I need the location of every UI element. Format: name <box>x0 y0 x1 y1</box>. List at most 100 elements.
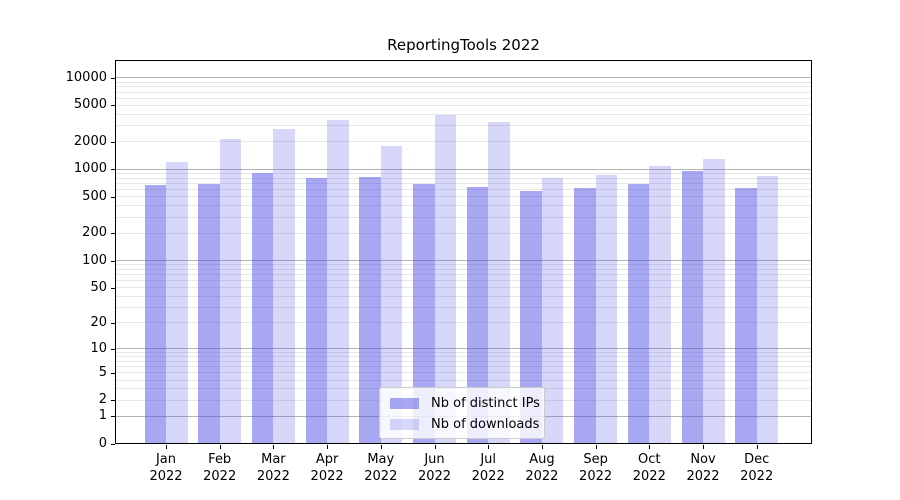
gridline-minor <box>115 360 812 362</box>
bar-downloads <box>166 162 188 444</box>
bar-downloads <box>434 115 456 444</box>
legend-swatch-icon <box>390 398 419 409</box>
gridline-minor <box>115 205 812 207</box>
bar-distinct-ips <box>466 187 489 444</box>
bar-downloads <box>327 119 349 444</box>
y-tick-mark <box>111 287 115 289</box>
x-tick-label: Jan 2022 <box>149 452 183 484</box>
gridline-minor <box>115 189 812 191</box>
legend-swatch-icon <box>390 419 419 430</box>
y-tick-mark <box>111 372 115 374</box>
y-tick-label: 5 <box>98 364 107 380</box>
gridline-minor <box>115 81 812 83</box>
gridline-minor <box>115 141 812 143</box>
bar-distinct-ips <box>413 183 435 444</box>
gridline-minor <box>115 379 812 381</box>
legend-item: Nb of distinct IPs <box>390 395 540 412</box>
x-tick-mark <box>488 445 490 449</box>
bar-distinct-ips <box>574 187 596 444</box>
x-tick-mark <box>649 445 651 449</box>
gridline-minor <box>115 91 812 93</box>
x-tick-label: Aug 2022 <box>525 452 559 484</box>
gridline-minor <box>115 351 812 353</box>
y-tick-label: 1 <box>98 408 107 424</box>
gridline-minor <box>115 322 812 324</box>
x-tick-label: Oct 2022 <box>632 452 666 484</box>
gridline-minor <box>115 177 812 179</box>
gridline-minor <box>115 97 812 99</box>
gridline-minor <box>115 356 812 358</box>
gridline-minor <box>115 274 812 276</box>
x-tick-mark <box>166 445 167 449</box>
x-tick-label: Apr 2022 <box>310 452 344 484</box>
legend-item: Nb of downloads <box>390 416 539 433</box>
y-tick-label: 10 <box>90 340 107 356</box>
x-tick-label: Feb 2022 <box>203 452 237 484</box>
gridline-minor <box>115 264 812 266</box>
gridline-minor <box>115 125 812 127</box>
y-tick-label: 0 <box>98 436 107 451</box>
gridline-minor <box>115 173 812 175</box>
bar-distinct-ips <box>681 171 703 444</box>
gridline-minor <box>115 295 812 297</box>
x-tick-label: Dec 2022 <box>740 452 774 484</box>
bars-layer <box>115 60 812 444</box>
gridline-minor <box>115 287 812 289</box>
bar-downloads <box>703 159 725 444</box>
bar-downloads <box>273 128 295 444</box>
gridline-minor <box>115 113 812 115</box>
gridline-minor <box>115 196 812 198</box>
x-tick-label: Nov 2022 <box>686 452 720 484</box>
bar-downloads <box>595 174 618 444</box>
gridline-minor <box>115 307 812 308</box>
x-tick-label: Mar 2022 <box>256 452 290 484</box>
x-tick-mark <box>756 445 758 449</box>
bar-distinct-ips <box>198 183 220 444</box>
bar-downloads <box>488 121 510 444</box>
y-tick-mark <box>111 105 115 107</box>
gridline-minor <box>115 280 812 282</box>
y-tick-label: 20 <box>90 314 107 330</box>
y-tick-mark <box>111 322 115 324</box>
gridline-minor <box>115 183 812 185</box>
y-tick-label: 200 <box>82 225 107 241</box>
legend-label: Nb of distinct IPs <box>431 396 540 411</box>
gridline-minor <box>115 104 812 106</box>
y-tick-mark <box>111 169 115 171</box>
y-tick-label: 10000 <box>65 69 107 85</box>
gridline-major <box>115 260 812 262</box>
bar-distinct-ips <box>359 177 381 444</box>
bar-downloads <box>541 178 564 444</box>
x-tick-mark <box>219 445 221 449</box>
x-tick-mark <box>273 445 275 449</box>
bar-downloads <box>219 139 242 444</box>
x-tick-mark <box>703 445 704 449</box>
y-tick-label: 1000 <box>73 161 107 177</box>
bar-distinct-ips <box>735 187 757 444</box>
y-tick-mark <box>111 348 115 350</box>
y-tick-mark <box>111 196 115 198</box>
y-tick-mark <box>111 233 115 235</box>
gridline-major <box>115 168 812 170</box>
gridline-minor <box>115 216 812 218</box>
y-tick-label: 500 <box>82 188 107 204</box>
gridline-minor <box>115 268 812 270</box>
y-tick-label: 50 <box>90 279 107 295</box>
x-tick-label: May 2022 <box>364 452 398 484</box>
gridline-minor <box>115 372 812 374</box>
x-tick-mark <box>541 445 543 449</box>
y-tick-label: 2000 <box>73 133 107 149</box>
y-tick-label: 5000 <box>73 97 107 113</box>
y-tick-mark <box>111 400 115 402</box>
x-tick-label: Jul 2022 <box>471 452 505 484</box>
plot-area: Nb of distinct IPs Nb of downloads <box>115 60 812 444</box>
bar-distinct-ips <box>251 173 274 444</box>
gridline-major <box>115 348 812 350</box>
gridline-minor <box>115 86 812 88</box>
bar-downloads <box>380 146 403 444</box>
x-tick-mark <box>327 445 329 449</box>
bar-distinct-ips <box>627 183 650 444</box>
x-tick-mark <box>380 445 382 449</box>
x-tick-label: Sep 2022 <box>579 452 613 484</box>
